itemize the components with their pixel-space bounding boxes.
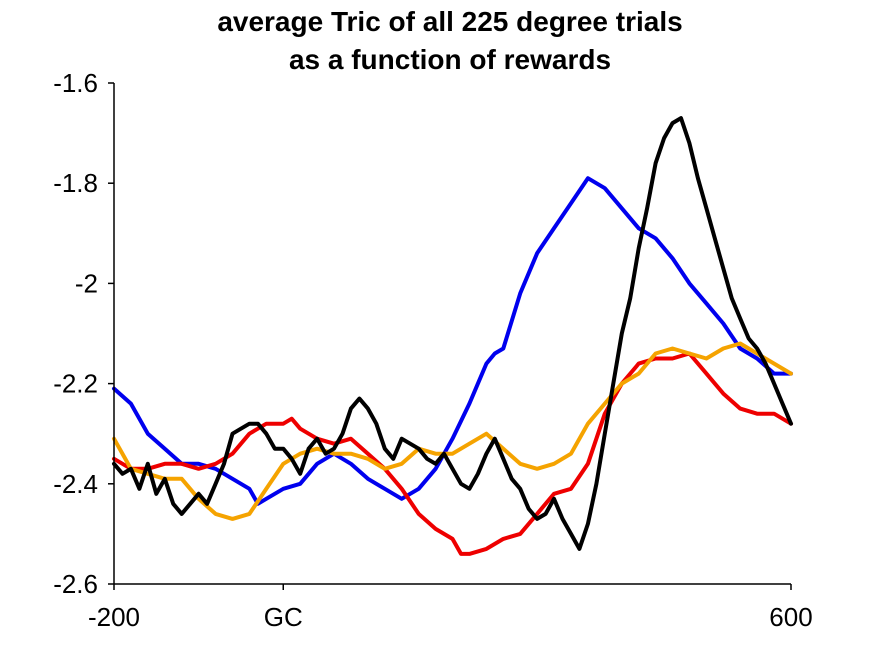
y-tick-label: -2.2 [53,369,98,399]
y-tick-label: -2.6 [53,569,98,599]
series-line-2 [112,351,793,556]
y-tick-label: -1.6 [53,68,98,98]
series-layer [112,116,793,556]
series-line-1 [112,176,793,506]
axes-layer: -1.6 -1.8 -2 -2.2 -2.4 -2.6-200 GC 600 [53,68,813,632]
series-line-3 [112,341,793,521]
y-tick-label: -1.8 [53,168,98,198]
y-tick-label: -2 [75,268,98,298]
x-tick-label: -200 [88,602,140,632]
chart-title-line-2: as a function of rewards [288,44,612,75]
chart-title-line-1: average Tric of all 225 degree trials [217,6,683,37]
x-tick-label: 600 [769,602,812,632]
y-tick-label: -2.4 [53,469,98,499]
series-line-4 [112,116,793,551]
x-tick-label: GC [264,602,303,632]
